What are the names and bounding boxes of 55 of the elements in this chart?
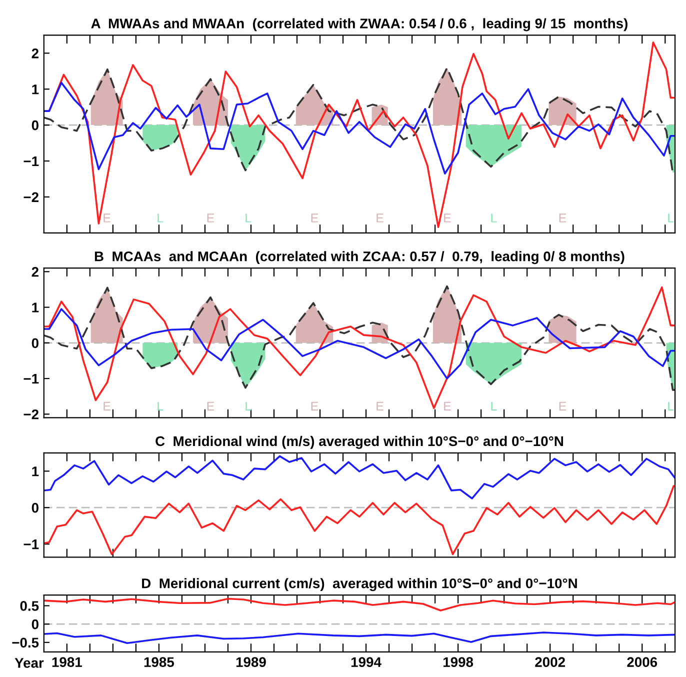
annotation: L	[246, 214, 252, 222]
annotation: E	[311, 402, 318, 410]
chart-title: C Meridional wind (m/s) averaged within 10°S−0° and 0°−10°N	[156, 436, 563, 449]
annotation: L	[491, 214, 497, 222]
y-tick-label: 1	[32, 466, 39, 476]
x-tick-label: 1985	[144, 657, 174, 668]
x-tick-label: 1989	[236, 657, 266, 668]
y-tick-label: 0	[32, 120, 38, 130]
annotation: E	[376, 402, 384, 410]
line-series	[44, 285, 676, 391]
y-tick-label: −1	[24, 540, 39, 550]
annotation: E	[376, 214, 384, 222]
y-tick-label: 1	[32, 84, 39, 94]
x-axis-title: Year	[14, 658, 44, 668]
line-series	[44, 455, 676, 500]
annotation: L	[668, 402, 674, 410]
annotation: E	[207, 402, 214, 410]
annotation: E	[444, 214, 451, 222]
x-tick-label: 1981	[52, 657, 82, 668]
y-tick-label: 0	[32, 502, 38, 513]
x-tick-label: 2002	[535, 657, 565, 668]
y-tick-label: −0.5	[12, 638, 39, 648]
annotation: E	[559, 214, 566, 222]
y-tick-label: 0	[32, 619, 38, 630]
chart-title: D Meridional current (cm/s) averaged within 10°S−0° and 0°−10°N	[142, 578, 577, 592]
chart-title: A MWAAs and MWAAn (correlated with ZWAA: 0.54 / 0.6 , leading 9/ 15 months)	[91, 18, 628, 32]
line-series	[44, 485, 676, 556]
y-tick-label: −1	[24, 156, 39, 166]
y-tick-label: 0	[32, 338, 38, 348]
y-tick-label: −2	[24, 192, 38, 202]
chart-title: B MCAAs and MCAAn (correlated with ZCAA: 0.57 / 0.79, leading 0/ 8 months)	[94, 251, 624, 264]
line-series	[44, 308, 676, 380]
annotation: L	[158, 402, 164, 410]
line-series	[44, 598, 676, 612]
x-tick-label: 2006	[627, 657, 658, 668]
annotation: L	[491, 402, 497, 410]
annotation: L	[158, 214, 164, 222]
annotation: E	[104, 402, 110, 410]
y-tick-label: 2	[32, 48, 38, 58]
annotation: E	[207, 214, 214, 222]
annotation: L	[246, 402, 252, 410]
x-tick-label: 1994	[351, 657, 382, 668]
annotation: E	[311, 214, 318, 222]
y-tick-label: −2	[24, 409, 38, 420]
annotation: E	[444, 402, 451, 410]
annotation: E	[104, 214, 110, 222]
annotation: L	[668, 214, 674, 222]
line-series	[44, 632, 676, 644]
y-tick-label: 2	[32, 266, 38, 277]
annotation: E	[559, 402, 566, 410]
y-tick-label: 0.5	[20, 601, 39, 611]
x-tick-label: 1998	[443, 657, 474, 668]
y-tick-label: −1	[24, 374, 39, 384]
y-tick-label: 1	[32, 302, 39, 312]
line-series	[44, 286, 676, 409]
